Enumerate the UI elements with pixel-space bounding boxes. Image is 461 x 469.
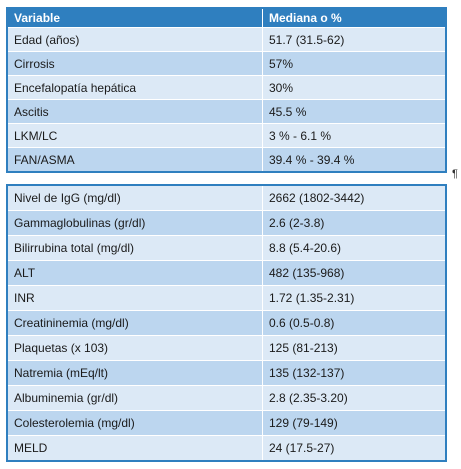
table-cell: 129 (79-149): [262, 410, 447, 436]
table-row: Cirrosis 57%: [6, 51, 447, 76]
table-row: Creatininemia (mg/dl) 0.6 (0.5-0.8): [6, 310, 447, 336]
table-cell: 30%: [262, 75, 447, 100]
table-row: ALT 482 (135-968): [6, 260, 447, 286]
table-cell: 51.7 (31.5-62): [262, 27, 447, 52]
table-row: Gammaglobulinas (gr/dl) 2.6 (2-3.8): [6, 210, 447, 236]
table-cell: Bilirrubina total (mg/dl): [6, 235, 263, 261]
table-row: Encefalopatía hepática 30%: [6, 75, 447, 100]
table-cell: 1.72 (1.35-2.31): [262, 285, 447, 311]
header-cell: Variable: [6, 7, 263, 28]
table-row: Natremia (mEq/lt) 135 (132-137): [6, 360, 447, 386]
table-cell: Nivel de IgG (mg/dl): [6, 184, 263, 211]
table-cell: 3 % - 6.1 %: [262, 123, 447, 148]
table-row: LKM/LC 3 % - 6.1 %: [6, 123, 447, 148]
table-row: Edad (años) 51.7 (31.5-62): [6, 27, 447, 52]
table-cell: 2662 (1802-3442): [262, 184, 447, 211]
table-cell: 57%: [262, 51, 447, 76]
table-row: INR 1.72 (1.35-2.31): [6, 285, 447, 311]
table-cell: Ascitis: [6, 99, 263, 124]
table-row: Ascitis 45.5 %: [6, 99, 447, 124]
table-row: MELD 24 (17.5-27): [6, 435, 447, 462]
table-cell: Edad (años): [6, 27, 263, 52]
table-cell: LKM/LC: [6, 123, 263, 148]
table-row: Albuminemia (gr/dl) 2.8 (2.35-3.20): [6, 385, 447, 411]
table-cell: Encefalopatía hepática: [6, 75, 263, 100]
table-cell: Creatininemia (mg/dl): [6, 310, 263, 336]
table-cell: 45.5 %: [262, 99, 447, 124]
table-cell: 39.4 % - 39.4 %: [262, 147, 447, 173]
table-cell: 135 (132-137): [262, 360, 447, 386]
table-row: Plaquetas (x 103) 125 (81-213): [6, 335, 447, 361]
header-row: Variable Mediana o %: [6, 7, 447, 28]
pilcrow: ¶: [452, 168, 458, 180]
table-row: Nivel de IgG (mg/dl) 2662 (1802-3442): [6, 184, 447, 211]
table-section: Variable Mediana o % Edad (años) 51.7 (31.5…: [6, 7, 447, 173]
table-cell: FAN/ASMA: [6, 147, 263, 173]
table-section: Nivel de IgG (mg/dl) 2662 (1802-3442) Gamm…: [6, 184, 447, 462]
table-cell: Gammaglobulinas (gr/dl): [6, 210, 263, 236]
table-row: Bilirrubina total (mg/dl) 8.8 (5.4-20.6): [6, 235, 447, 261]
table-row: FAN/ASMA 39.4 % - 39.4 %: [6, 147, 447, 173]
table-cell: Plaquetas (x 103): [6, 335, 263, 361]
table-cell: INR: [6, 285, 263, 311]
table-cell: 24 (17.5-27): [262, 435, 447, 462]
table-cell: 2.6 (2-3.8): [262, 210, 447, 236]
table-cell: Cirrosis: [6, 51, 263, 76]
table-cell: 0.6 (0.5-0.8): [262, 310, 447, 336]
table-cell: 8.8 (5.4-20.6): [262, 235, 447, 261]
table-cell: Albuminemia (gr/dl): [6, 385, 263, 411]
header-cell: Mediana o %: [262, 7, 447, 28]
table-row: Colesterolemia (mg/dl) 129 (79-149): [6, 410, 447, 436]
table-cell: Natremia (mEq/lt): [6, 360, 263, 386]
table-cell: ALT: [6, 260, 263, 286]
table-cell: 2.8 (2.35-3.20): [262, 385, 447, 411]
table-cell: Colesterolemia (mg/dl): [6, 410, 263, 436]
table-cell: MELD: [6, 435, 263, 462]
table-cell: 482 (135-968): [262, 260, 447, 286]
table-cell: 125 (81-213): [262, 335, 447, 361]
